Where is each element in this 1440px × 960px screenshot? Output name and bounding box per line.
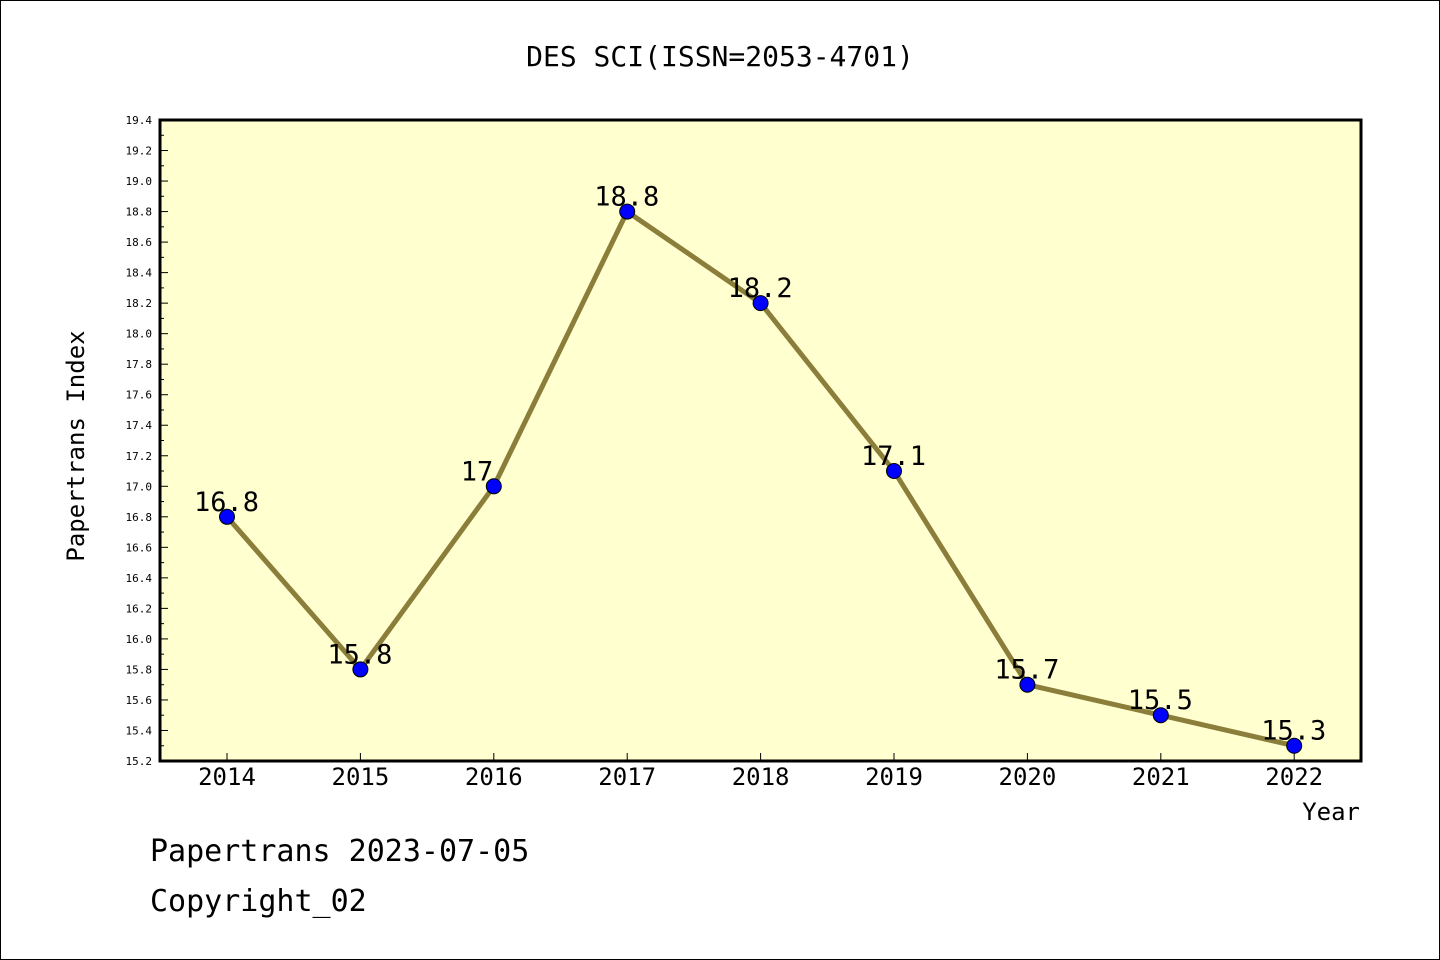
data-point bbox=[219, 508, 235, 525]
y-tick-label: 17.4 bbox=[126, 419, 153, 432]
x-tick-label: 2014 bbox=[198, 763, 256, 791]
data-label: 18.2 bbox=[728, 273, 793, 304]
data-label: 17.1 bbox=[861, 441, 926, 472]
footer-copyright: Copyright_02 bbox=[150, 884, 367, 919]
x-tick-label: 2021 bbox=[1132, 763, 1190, 791]
footer-date: Papertrans 2023-07-05 bbox=[150, 834, 530, 869]
y-tick-label: 18.2 bbox=[126, 297, 153, 310]
data-point bbox=[352, 661, 369, 678]
y-tick-label: 19.0 bbox=[126, 175, 153, 188]
plot-area bbox=[160, 120, 1361, 761]
data-label: 18.8 bbox=[594, 182, 659, 213]
y-axis: 15.2 15.4 15.6 15.8 16.0 16.2 16.4 16.6 16.8 17.0… bbox=[126, 114, 168, 768]
y-tick-label: 18.6 bbox=[126, 236, 153, 249]
y-tick-label: 16.0 bbox=[126, 633, 153, 646]
y-tick-label: 16.6 bbox=[126, 541, 153, 554]
series-markers bbox=[219, 203, 1303, 754]
y-axis-label: Papertrans Index bbox=[62, 330, 90, 561]
data-label: 15.3 bbox=[1261, 716, 1326, 747]
x-axis-label: Year bbox=[1302, 798, 1360, 826]
y-tick-label: 18.8 bbox=[126, 206, 153, 219]
y-tick-label: 17.2 bbox=[126, 450, 153, 463]
data-label: 15.7 bbox=[994, 655, 1059, 686]
y-tick-label: 15.2 bbox=[126, 755, 153, 768]
y-tick-label: 17.6 bbox=[126, 389, 153, 402]
x-tick-label: 2017 bbox=[598, 763, 656, 791]
plot-border bbox=[158, 118, 1363, 763]
data-point bbox=[619, 203, 636, 220]
x-tick-label: 2016 bbox=[465, 763, 523, 791]
y-tick-label: 18.0 bbox=[126, 328, 153, 341]
x-tick-label: 2019 bbox=[865, 763, 923, 791]
data-label: 15.5 bbox=[1128, 685, 1193, 716]
data-label: 17 bbox=[461, 456, 494, 487]
x-tick-label: 2022 bbox=[1265, 763, 1323, 791]
data-point bbox=[752, 295, 769, 312]
y-tick-label: 16.4 bbox=[126, 572, 153, 585]
data-label: 15.8 bbox=[327, 639, 392, 670]
y-tick-label: 15.4 bbox=[126, 724, 153, 737]
x-tick-label: 2015 bbox=[332, 763, 390, 791]
data-point bbox=[1152, 707, 1169, 724]
y-tick-label: 19.2 bbox=[126, 145, 153, 158]
y-tick-label: 15.6 bbox=[126, 694, 153, 707]
y-tick-label: 16.8 bbox=[126, 511, 153, 524]
x-tick-label: 2020 bbox=[999, 763, 1057, 791]
data-point bbox=[886, 463, 902, 480]
data-label: 16.8 bbox=[194, 487, 259, 518]
data-labels: 16.8 15.8 17 18.8 18.2 17.1 15.7 15.5 15.3 bbox=[194, 182, 1326, 747]
data-point bbox=[1286, 737, 1303, 754]
x-tick-label: 2018 bbox=[732, 763, 790, 791]
chart-title: DES SCI(ISSN=2053-4701) bbox=[526, 40, 914, 73]
y-tick-label: 19.4 bbox=[126, 114, 153, 127]
y-tick-label: 15.8 bbox=[126, 663, 153, 676]
y-tick-label: 17.0 bbox=[126, 480, 153, 493]
data-point bbox=[485, 478, 502, 495]
y-tick-label: 16.2 bbox=[126, 602, 153, 615]
x-axis: 2014 2015 2016 2017 2018 2019 2020 2021 2022 bbox=[198, 753, 1323, 791]
y-tick-label: 18.4 bbox=[126, 267, 153, 280]
data-point bbox=[1019, 676, 1036, 693]
y-tick-label: 17.8 bbox=[126, 358, 153, 371]
